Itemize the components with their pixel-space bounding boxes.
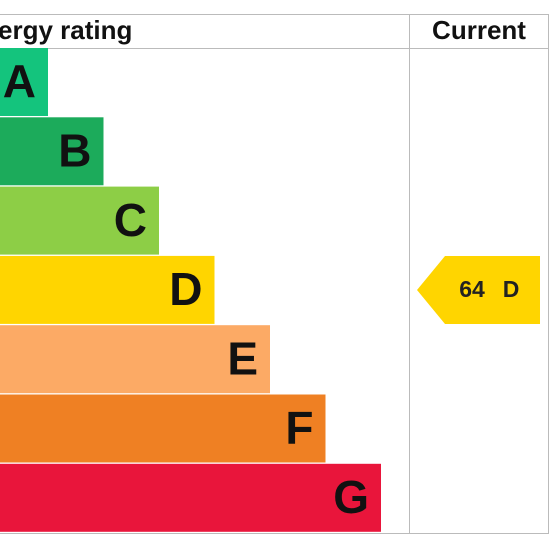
- header-title: ergy rating: [0, 15, 132, 45]
- current-band: D: [503, 276, 520, 302]
- band-bar: [0, 325, 270, 394]
- header-current: Current: [432, 15, 526, 45]
- band-letter: F: [285, 402, 313, 454]
- band-letter: C: [114, 194, 147, 246]
- band-letter: G: [333, 471, 369, 523]
- current-score: 64: [459, 276, 485, 302]
- band-bar: [0, 394, 326, 463]
- band-bar: [0, 463, 381, 532]
- band-letter: B: [58, 124, 91, 176]
- band-bar: [0, 186, 159, 255]
- band-bar: [0, 48, 48, 116]
- band-bar: [0, 117, 104, 186]
- band-letter: A: [3, 55, 36, 107]
- band-letter: E: [227, 332, 258, 384]
- band-bar: [0, 255, 215, 324]
- band-letter: D: [169, 263, 202, 315]
- current-arrow: [417, 256, 540, 324]
